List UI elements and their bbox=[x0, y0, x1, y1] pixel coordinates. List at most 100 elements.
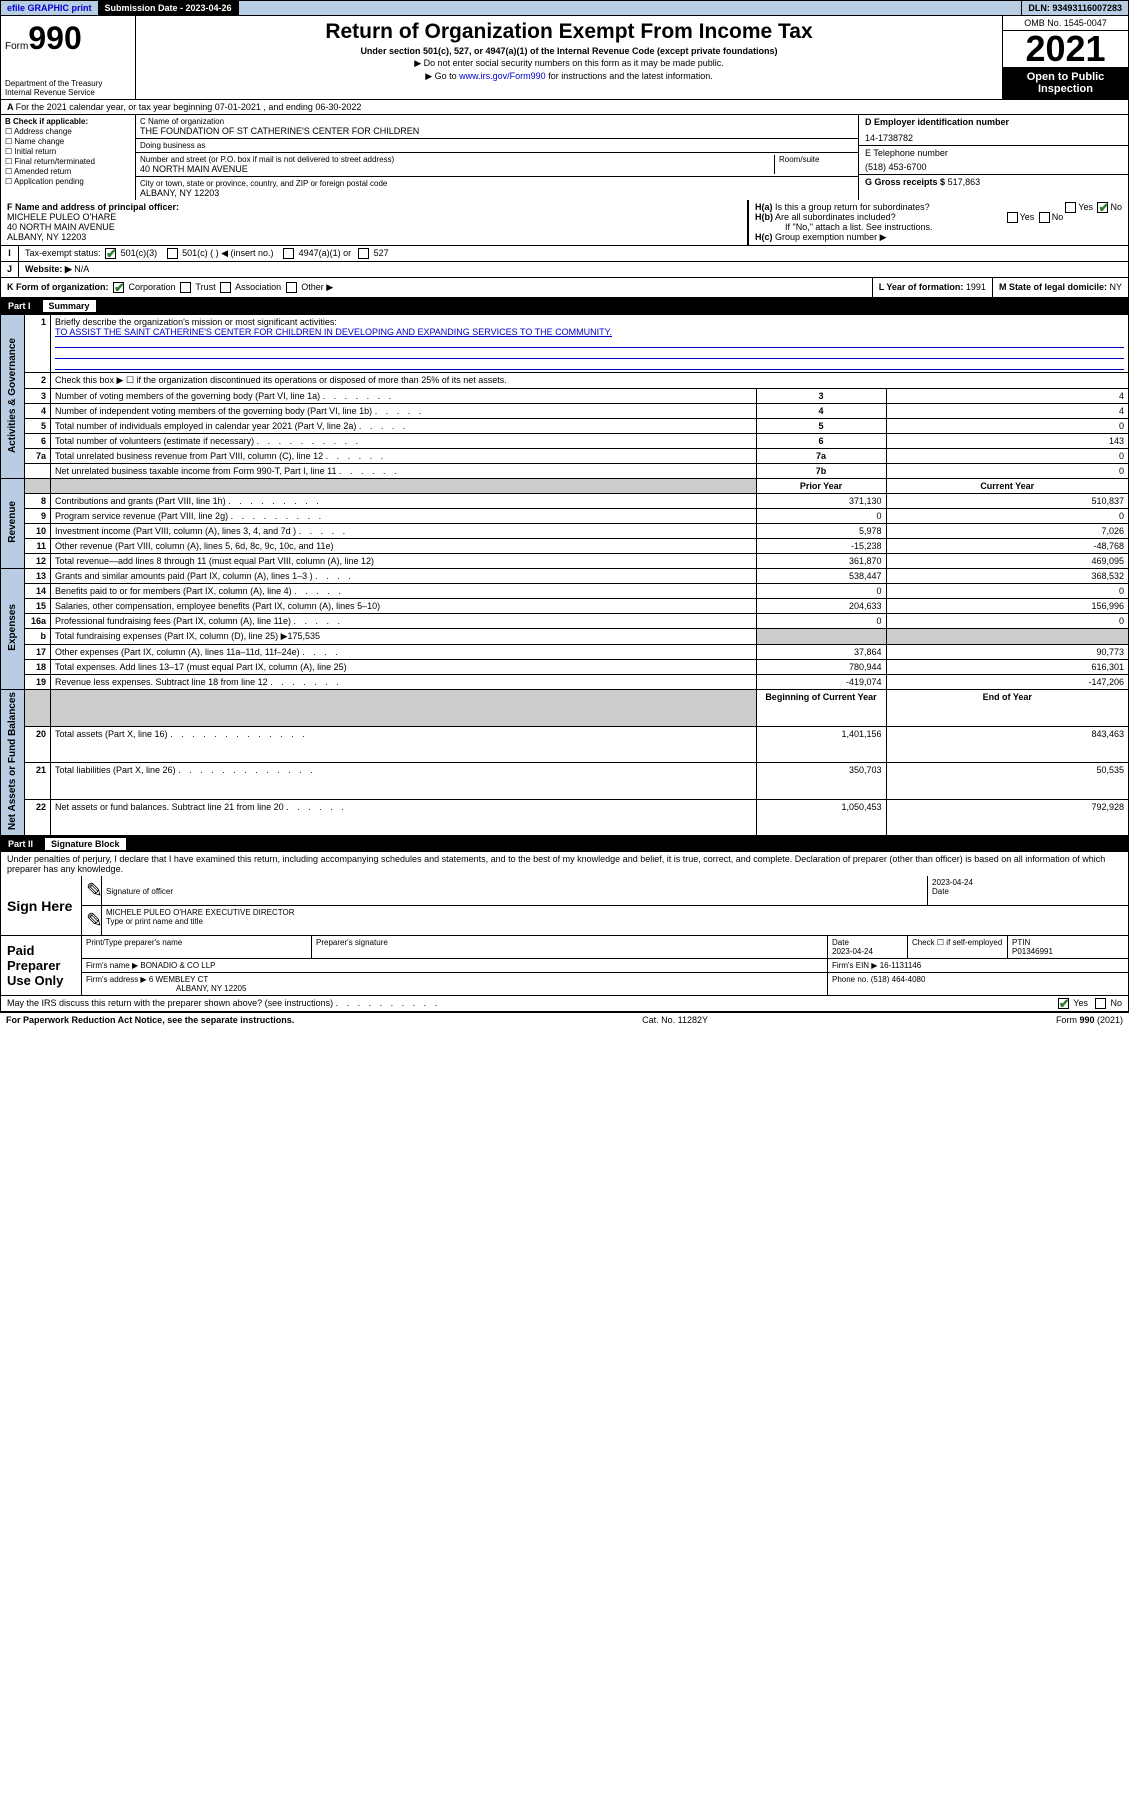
row-6: 6Total number of volunteers (estimate if… bbox=[1, 434, 1129, 449]
box-k: K Form of organization: Corporation Trus… bbox=[1, 278, 872, 297]
firm-addr-row: Firm's address ▶ 6 WEMBLEY CTALBANY, NY … bbox=[82, 973, 1128, 995]
k-assoc: Association bbox=[235, 282, 281, 292]
l1-lbl: Briefly describe the organization's miss… bbox=[55, 317, 337, 327]
name-lbl: C Name of organization bbox=[140, 117, 854, 126]
v3: 4 bbox=[886, 389, 1129, 404]
b5: 5 bbox=[756, 419, 886, 434]
ck-assoc[interactable] bbox=[220, 282, 231, 293]
hdr-begin: Beginning of Current Year bbox=[756, 690, 886, 727]
firm-name-row: Firm's name ▶ BONADIO & CO LLP Firm's EI… bbox=[82, 959, 1128, 973]
firm-city: ALBANY, NY 12205 bbox=[176, 984, 246, 993]
sign-here-row: Sign Here ✎ Signature of officer 2023-04… bbox=[1, 876, 1128, 935]
form-number: Form990 bbox=[5, 20, 131, 57]
ck-pending[interactable]: ☐ Application pending bbox=[5, 177, 131, 186]
n4: 4 bbox=[25, 404, 51, 419]
form990-link[interactable]: www.irs.gov/Form990 bbox=[459, 71, 546, 81]
n19: 19 bbox=[25, 675, 51, 690]
ck-initial[interactable]: ☐ Initial return bbox=[5, 147, 131, 156]
ck-corp[interactable] bbox=[113, 282, 124, 293]
h1: Print/Type preparer's name bbox=[82, 936, 312, 958]
ck-527[interactable] bbox=[358, 248, 369, 259]
penalties-text: Under penalties of perjury, I declare th… bbox=[0, 852, 1129, 876]
line1: Briefly describe the organization's miss… bbox=[51, 315, 1129, 373]
m-lbl: M State of legal domicile: bbox=[999, 282, 1107, 292]
hc-lbl: Group exemption number ▶ bbox=[775, 232, 886, 242]
lbl-initial: Initial return bbox=[14, 147, 56, 156]
ul2 bbox=[55, 348, 1124, 359]
box-d: D Employer identification number 14-1738… bbox=[859, 115, 1128, 146]
p16b bbox=[756, 629, 886, 645]
ptin: P01346991 bbox=[1012, 947, 1053, 956]
discuss-no[interactable] bbox=[1095, 998, 1106, 1009]
paid-lbl: Paid Preparer Use Only bbox=[1, 936, 81, 995]
preparer-hdr: Print/Type preparer's name Preparer's si… bbox=[82, 936, 1128, 959]
open-to-public: Open to Public Inspection bbox=[1003, 67, 1128, 99]
p15: 204,633 bbox=[756, 599, 886, 614]
ck-501c[interactable] bbox=[167, 248, 178, 259]
ck-4947[interactable] bbox=[283, 248, 294, 259]
no-lbl: No bbox=[1110, 202, 1122, 212]
firm-name-cell: Firm's name ▶ BONADIO & CO LLP bbox=[82, 959, 828, 972]
box-de: D Employer identification number 14-1738… bbox=[858, 115, 1128, 200]
row-9: 9Program service revenue (Part VIII, lin… bbox=[1, 509, 1129, 524]
city-row: City or town, state or province, country… bbox=[136, 177, 858, 200]
hb-yes[interactable] bbox=[1007, 212, 1018, 223]
firm-addr: 6 WEMBLEY CT bbox=[149, 975, 208, 984]
ck-trust[interactable] bbox=[180, 282, 191, 293]
firm-addr-lbl: Firm's address ▶ bbox=[86, 975, 147, 984]
row-21: 21Total liabilities (Part X, line 26) . … bbox=[1, 763, 1129, 800]
b4: 4 bbox=[756, 404, 886, 419]
hb-lbl: Are all subordinates included? bbox=[775, 212, 896, 222]
pen-icon: ✎ bbox=[82, 876, 102, 905]
ha-no[interactable] bbox=[1097, 202, 1108, 213]
n16a: 16a bbox=[25, 614, 51, 629]
h2: Preparer's signature bbox=[312, 936, 828, 958]
n8: 8 bbox=[25, 494, 51, 509]
row-7a: 7aTotal unrelated business revenue from … bbox=[1, 449, 1129, 464]
blank2 bbox=[51, 479, 757, 494]
h5c: PTINP01346991 bbox=[1008, 936, 1128, 958]
d20: Total assets (Part X, line 16) . . . . .… bbox=[51, 726, 757, 763]
p12: 361,870 bbox=[756, 554, 886, 569]
form-prefix: Form bbox=[5, 41, 28, 52]
c20: 843,463 bbox=[886, 726, 1129, 763]
net-hdr: Net Assets or Fund BalancesBeginning of … bbox=[1, 690, 1129, 727]
ck-other[interactable] bbox=[286, 282, 297, 293]
discuss-yes[interactable] bbox=[1058, 998, 1069, 1009]
type-name-lbl: Type or print name and title bbox=[106, 917, 203, 926]
form-subtitle: Under section 501(c), 527, or 4947(a)(1)… bbox=[140, 46, 998, 56]
yes-lbl: Yes bbox=[1078, 202, 1093, 212]
m-val: NY bbox=[1109, 282, 1122, 292]
dln: DLN: 93493116007283 bbox=[1022, 1, 1128, 15]
firm-phone: (518) 464-4080 bbox=[871, 975, 926, 984]
d6: Total number of volunteers (estimate if … bbox=[51, 434, 757, 449]
officer-lbl: F Name and address of principal officer: bbox=[7, 202, 179, 212]
o-501c3: 501(c)(3) bbox=[121, 248, 158, 258]
n17: 17 bbox=[25, 645, 51, 660]
ln2: 2 bbox=[25, 373, 51, 389]
l-lbl: L Year of formation: bbox=[879, 282, 964, 292]
c17: 90,773 bbox=[886, 645, 1129, 660]
tax-status-lbl: Tax-exempt status: bbox=[25, 248, 101, 258]
ck-amended[interactable]: ☐ Amended return bbox=[5, 167, 131, 176]
d14: Benefits paid to or for members (Part IX… bbox=[51, 584, 757, 599]
p11: -15,238 bbox=[756, 539, 886, 554]
city-lbl: City or town, state or province, country… bbox=[140, 179, 387, 188]
website-val: N/A bbox=[74, 264, 89, 274]
lbl-final: Final return/terminated bbox=[14, 157, 94, 166]
d19: Revenue less expenses. Subtract line 18 … bbox=[51, 675, 757, 690]
ha-yes[interactable] bbox=[1065, 202, 1076, 213]
row-17: 17Other expenses (Part IX, column (A), l… bbox=[1, 645, 1129, 660]
ck-address-change[interactable]: ☐ Address change bbox=[5, 127, 131, 136]
hb-no[interactable] bbox=[1039, 212, 1050, 223]
efile-link[interactable]: efile GRAPHIC print bbox=[1, 1, 99, 15]
discuss-q: May the IRS discuss this return with the… bbox=[7, 998, 440, 1009]
ck-501c3[interactable] bbox=[105, 248, 116, 259]
p18: 780,944 bbox=[756, 660, 886, 675]
dept-label: Department of the Treasury bbox=[5, 79, 102, 88]
c12: 469,095 bbox=[886, 554, 1129, 569]
box-g: G Gross receipts $ 517,863 bbox=[859, 175, 1128, 189]
ck-name-change[interactable]: ☐ Name change bbox=[5, 137, 131, 146]
ck-final[interactable]: ☐ Final return/terminated bbox=[5, 157, 131, 166]
ein-val: 14-1738782 bbox=[865, 133, 1122, 143]
